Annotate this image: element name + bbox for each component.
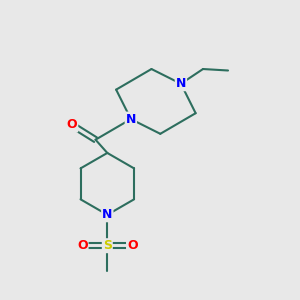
Text: N: N [126,112,136,126]
Text: N: N [176,77,186,90]
Text: N: N [102,208,112,221]
Text: S: S [103,239,112,252]
Text: O: O [67,118,77,131]
Text: O: O [127,239,138,252]
Text: O: O [77,239,88,252]
